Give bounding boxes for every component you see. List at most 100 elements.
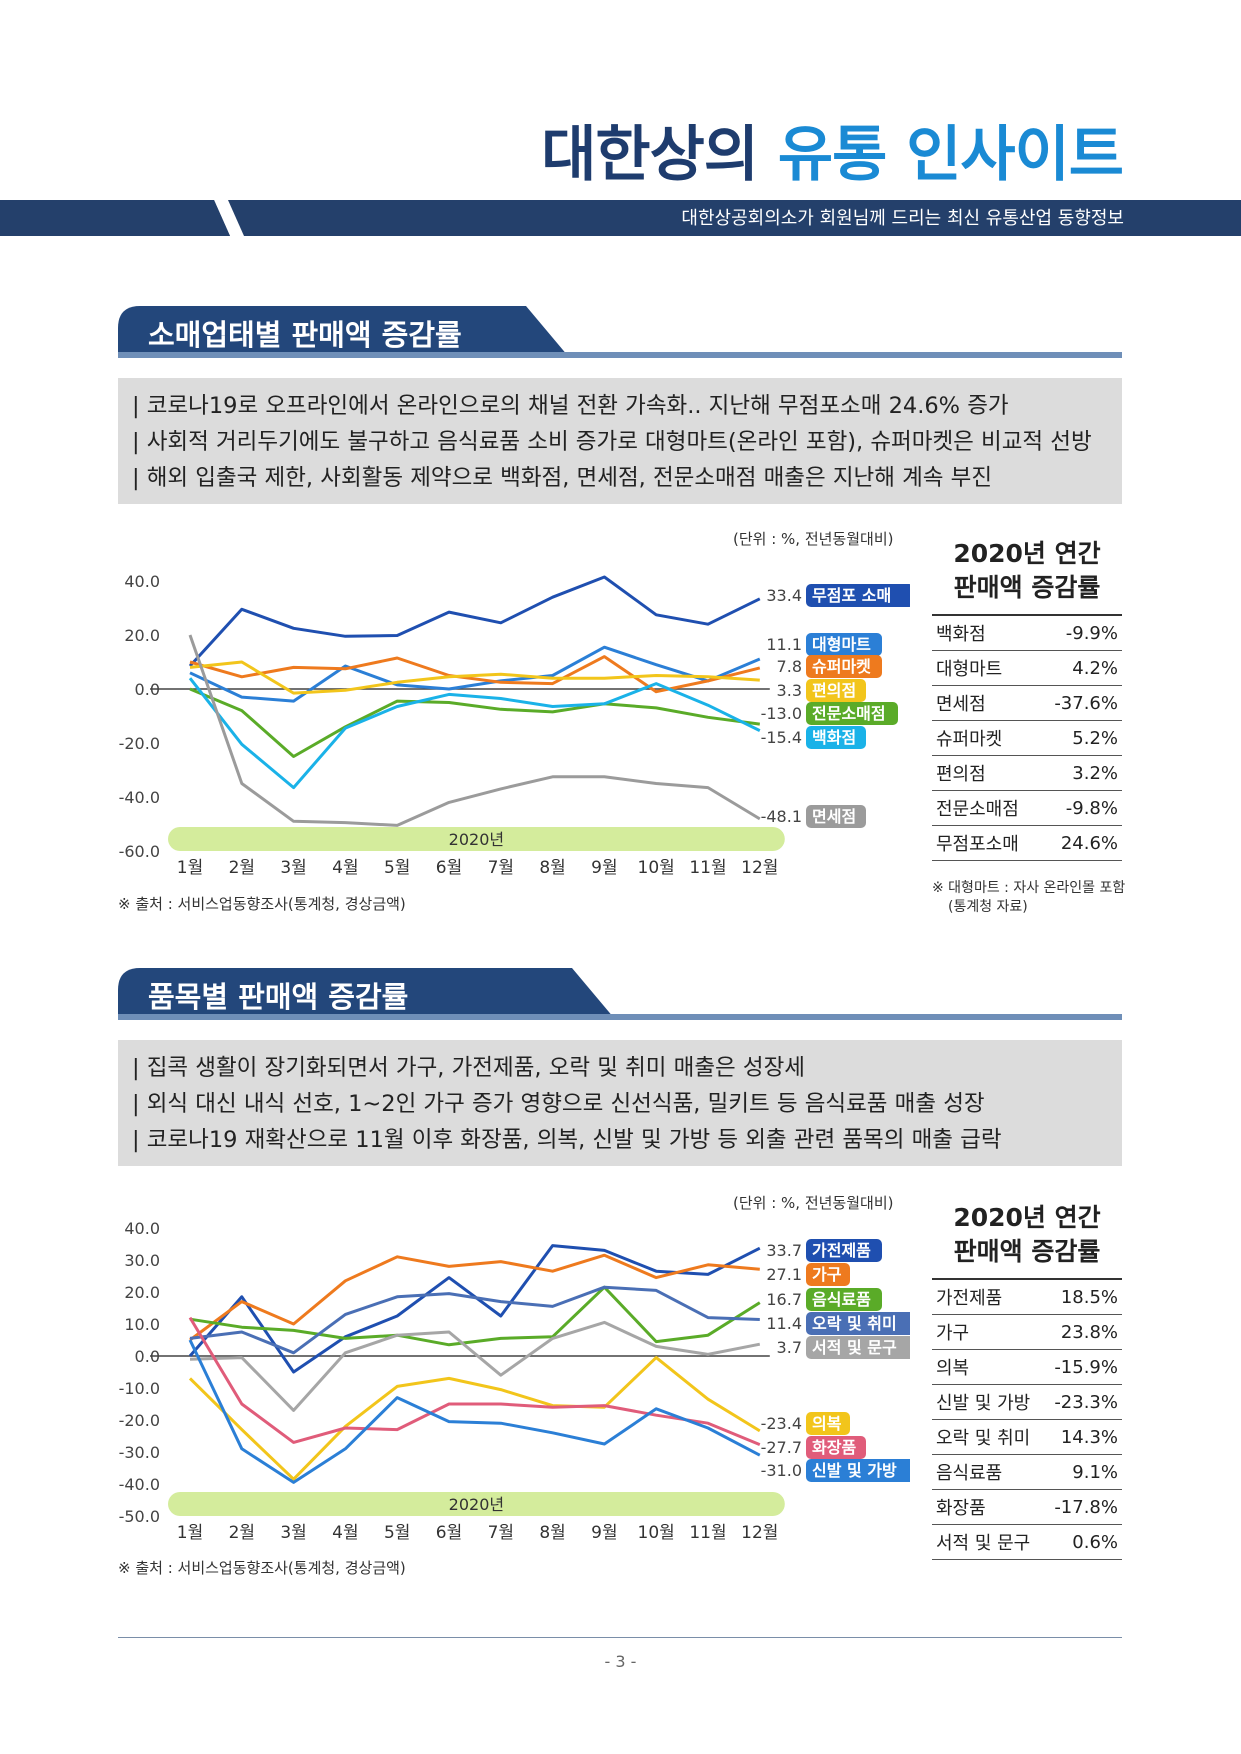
side1-note-line1: ※ 대형마트 : 자사 온라인몰 포함 <box>932 880 1126 896</box>
x-tick-label: 4월 <box>332 858 358 878</box>
row-label: 음식료품 <box>932 1454 1044 1490</box>
series-label-box <box>806 805 866 828</box>
y-tick-label: -60.0 <box>119 842 160 861</box>
series-end-value: 27.1 <box>766 1265 802 1284</box>
series-label-box <box>806 633 882 656</box>
side2-title-line1: 2020년 연간 <box>953 1203 1101 1232</box>
y-tick-label: 40.0 <box>124 572 160 591</box>
series-label-box <box>806 1459 910 1482</box>
series-name-label: 백화점 <box>812 728 856 747</box>
row-value: 5.2% <box>1038 720 1122 756</box>
x-tick-label: 8월 <box>539 858 565 878</box>
row-value: 24.6% <box>1038 825 1122 861</box>
y-tick-label: 20.0 <box>124 626 160 645</box>
series-end-value: 11.4 <box>766 1314 802 1333</box>
row-value: 18.5% <box>1043 1278 1122 1315</box>
chart2-unit: (단위 : %, 전년동월대비) <box>733 1194 894 1212</box>
table-row: 무점포소매 24.6% <box>932 825 1122 861</box>
table-row: 가구 23.8% <box>932 1314 1122 1350</box>
side1-table: 백화점 -9.9% 대형마트 4.2% 면세점 -37.6% 슈퍼마켓 5.2% 편의점 3.2%… <box>932 614 1122 861</box>
series-line <box>189 1285 761 1347</box>
table-row: 음식료품 9.1% <box>932 1454 1122 1490</box>
series-label-box <box>806 1336 910 1359</box>
x-tick-label: 12월 <box>741 1523 778 1543</box>
row-label: 가구 <box>932 1314 1044 1350</box>
table-row: 의복 -15.9% <box>932 1349 1122 1385</box>
section2-heading: 품목별 판매액 증감률 <box>148 980 409 1014</box>
table-row: 신발 및 가방 -23.3% <box>932 1384 1122 1420</box>
series-line <box>189 1320 761 1412</box>
table-row: 가전제품 18.5% <box>932 1278 1122 1315</box>
row-value: -23.3% <box>1043 1384 1122 1420</box>
series-end-value: 3.3 <box>777 681 802 700</box>
series-name-label: 전문소매점 <box>812 704 886 723</box>
x-tick-label: 11월 <box>689 858 726 878</box>
series-line <box>188 1316 761 1446</box>
x-tick-label: 5월 <box>384 1523 410 1543</box>
row-label: 의복 <box>932 1349 1044 1385</box>
series-end-value: -23.4 <box>761 1414 802 1433</box>
chart1-source: ※ 출처 : 서비스업동향조사(통계청, 경상금액) <box>118 895 406 913</box>
series-line <box>189 687 760 758</box>
section2-summary: | 집콕 생활이 장기화되면서 가구, 가전제품, 오락 및 취미 매출은 성장… <box>118 1040 1122 1166</box>
x-tick-label: 3월 <box>280 1523 306 1543</box>
page-title: 대한상의 유통 인사이트 <box>541 106 1124 193</box>
section1-tab <box>118 306 568 356</box>
series-end-value: -48.1 <box>761 807 802 826</box>
row-value: -17.8% <box>1043 1489 1122 1525</box>
y-tick-label: -40.0 <box>119 788 160 807</box>
series-line <box>189 655 761 694</box>
summary-line: | 해외 입출국 제한, 사회활동 제약으로 백화점, 면세점, 전문소매점 매… <box>132 465 993 491</box>
series-label-box <box>806 1239 882 1262</box>
table-row: 편의점 3.2% <box>932 755 1122 791</box>
row-label: 전문소매점 <box>932 790 1039 826</box>
series-end-value: -27.7 <box>761 1438 802 1457</box>
row-label: 서적 및 문구 <box>932 1524 1044 1560</box>
row-value: -9.9% <box>1038 614 1122 651</box>
series-end-value: 7.8 <box>777 657 802 676</box>
series-line <box>188 634 761 827</box>
x-tick-label: 12월 <box>741 858 778 878</box>
section1-rule <box>118 352 1122 358</box>
series-line <box>189 1285 760 1355</box>
title-part1: 대한상의 <box>541 120 759 190</box>
series-label-box <box>806 1436 866 1459</box>
row-value: 23.8% <box>1043 1314 1122 1350</box>
table-row: 슈퍼마켓 5.2% <box>932 720 1122 756</box>
series-line <box>188 575 761 668</box>
row-label: 면세점 <box>932 685 1039 721</box>
x-tick-label: 7월 <box>488 1523 514 1543</box>
series-end-value: 11.1 <box>766 635 802 654</box>
y-tick-label: 0.0 <box>135 680 160 699</box>
year-label: 2020년 <box>449 1495 504 1514</box>
x-tick-label: 7월 <box>488 858 514 878</box>
series-line <box>188 1356 761 1481</box>
series-name-label: 가구 <box>812 1265 842 1284</box>
series-name-label: 음식료품 <box>812 1290 871 1309</box>
y-tick-label: 10.0 <box>124 1315 160 1334</box>
row-value: 0.6% <box>1043 1524 1122 1560</box>
series-line <box>188 1339 761 1484</box>
series-end-value: -31.0 <box>761 1461 802 1480</box>
chart1-retail-formats: 40.0 20.0 0.0 -20.0 -40.0 -60.0 2020년 1월 2월 3월 4월 5… <box>119 572 910 878</box>
footer-rule <box>118 1637 1122 1638</box>
series-name-label: 오락 및 취미 <box>812 1314 897 1333</box>
page-number: - 3 - <box>604 1652 637 1671</box>
series-name-label: 편의점 <box>812 681 856 700</box>
year-label: 2020년 <box>449 830 504 849</box>
series-end-value: 33.7 <box>766 1241 802 1260</box>
x-tick-label: 1월 <box>177 858 203 878</box>
x-tick-label: 9월 <box>591 1523 617 1543</box>
x-tick-label: 2월 <box>229 1523 255 1543</box>
year-band <box>168 827 785 851</box>
series-end-value: -13.0 <box>761 704 802 723</box>
y-tick-label: -10.0 <box>119 1379 160 1398</box>
row-value: -37.6% <box>1038 685 1122 721</box>
table-row: 면세점 -37.6% <box>932 685 1122 721</box>
row-value: -15.9% <box>1043 1349 1122 1385</box>
y-tick-label: 30.0 <box>124 1251 160 1270</box>
side1-title-line2: 판매액 증감률 <box>953 573 1101 602</box>
series-name-label: 신발 및 가방 <box>812 1461 897 1480</box>
row-label: 오락 및 취미 <box>932 1419 1044 1455</box>
summary-line: | 외식 대신 내식 선호, 1~2인 가구 증가 영향으로 신선식품, 밀키트… <box>132 1091 985 1117</box>
